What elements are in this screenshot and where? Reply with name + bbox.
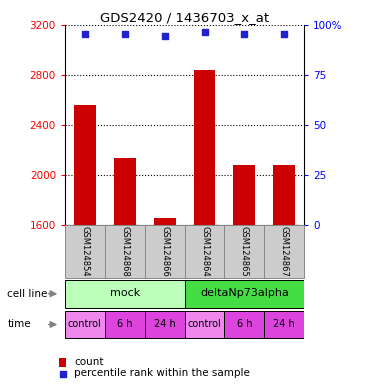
Text: GSM124854: GSM124854 [81, 226, 89, 277]
Bar [59, 358, 66, 367]
Text: deltaNp73alpha: deltaNp73alpha [200, 288, 289, 298]
Text: GSM124866: GSM124866 [160, 226, 169, 277]
Bar [185, 311, 224, 338]
Text: 6 h: 6 h [237, 319, 252, 329]
Bar [114, 159, 136, 225]
Bar [65, 280, 185, 308]
Bar [65, 311, 105, 338]
Bar [105, 311, 145, 338]
Text: percentile rank within the sample: percentile rank within the sample [74, 368, 250, 378]
Bar [273, 165, 295, 225]
Bar [145, 225, 185, 278]
Point [122, 31, 128, 37]
Point [201, 30, 207, 36]
Bar [185, 280, 304, 308]
Text: cell line: cell line [7, 289, 48, 299]
Bar [224, 311, 264, 338]
Bar [145, 311, 185, 338]
Text: GSM124867: GSM124867 [280, 226, 289, 277]
Bar [185, 225, 224, 278]
Bar [74, 105, 96, 225]
Title: GDS2420 / 1436703_x_at: GDS2420 / 1436703_x_at [100, 11, 269, 24]
Bar [154, 218, 175, 225]
Bar [224, 225, 264, 278]
Bar [105, 225, 145, 278]
Point [281, 31, 287, 37]
Text: count: count [74, 357, 104, 367]
Text: GSM124868: GSM124868 [120, 226, 129, 277]
Text: time: time [7, 319, 31, 329]
Text: 24 h: 24 h [154, 319, 175, 329]
Text: GSM124865: GSM124865 [240, 226, 249, 277]
Text: GSM124864: GSM124864 [200, 226, 209, 277]
Bar [264, 311, 304, 338]
Bar [65, 225, 105, 278]
Point [162, 33, 168, 39]
Point [82, 31, 88, 37]
Bar [264, 225, 304, 278]
Text: control: control [68, 319, 102, 329]
Text: 6 h: 6 h [117, 319, 132, 329]
Text: 24 h: 24 h [273, 319, 295, 329]
Bar [233, 165, 255, 225]
Bar [194, 70, 216, 225]
Text: mock: mock [109, 288, 140, 298]
Point [242, 31, 247, 37]
Point [60, 371, 66, 377]
Text: control: control [188, 319, 221, 329]
